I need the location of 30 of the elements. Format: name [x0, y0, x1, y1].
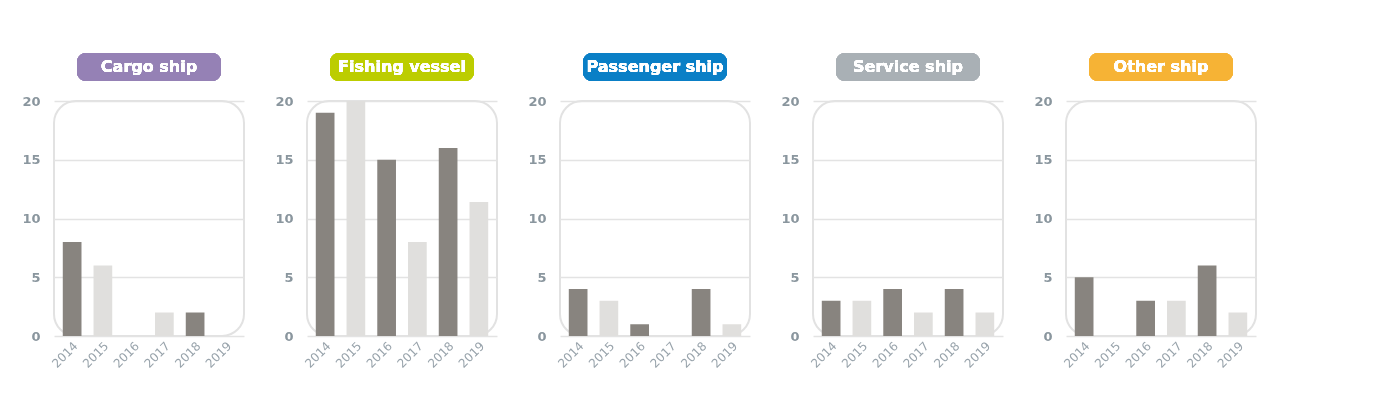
chart-title: Fishing vessel: [338, 57, 466, 76]
y-tick-label: 15: [275, 152, 294, 168]
y-tick-label: 5: [537, 269, 547, 285]
y-tick-label: 20: [22, 93, 41, 109]
chart-title: Other ship: [1113, 57, 1209, 76]
y-tick-label: 10: [275, 211, 294, 226]
y-tick-label: 20: [781, 93, 800, 109]
y-tick-label: 10: [1034, 211, 1053, 226]
y-tick-label: 20: [1034, 93, 1053, 109]
y-tick-label: 10: [22, 211, 41, 226]
y-tick-label: 0: [790, 328, 800, 344]
chart-title: Service ship: [853, 57, 963, 76]
y-tick-label: 10: [781, 211, 800, 226]
y-tick-label: 5: [1043, 269, 1053, 285]
y-tick-label: 20: [528, 93, 547, 109]
y-tick-label: 10: [528, 211, 547, 226]
y-tick-label: 15: [1034, 152, 1053, 168]
y-tick-label: 5: [31, 269, 41, 285]
chart-title: Passenger ship: [586, 57, 724, 76]
chart-title: Cargo ship: [100, 57, 198, 76]
y-tick-label: 15: [781, 152, 800, 168]
y-tick-label: 0: [31, 328, 41, 344]
y-tick-label: 0: [1043, 328, 1053, 344]
y-tick-label: 5: [790, 269, 800, 285]
y-tick-label: 0: [284, 328, 294, 344]
y-tick-label: 15: [528, 152, 547, 168]
y-tick-label: 20: [275, 93, 294, 109]
y-tick-label: 0: [537, 328, 547, 344]
y-tick-label: 5: [284, 269, 294, 285]
y-tick-label: 15: [22, 152, 41, 168]
